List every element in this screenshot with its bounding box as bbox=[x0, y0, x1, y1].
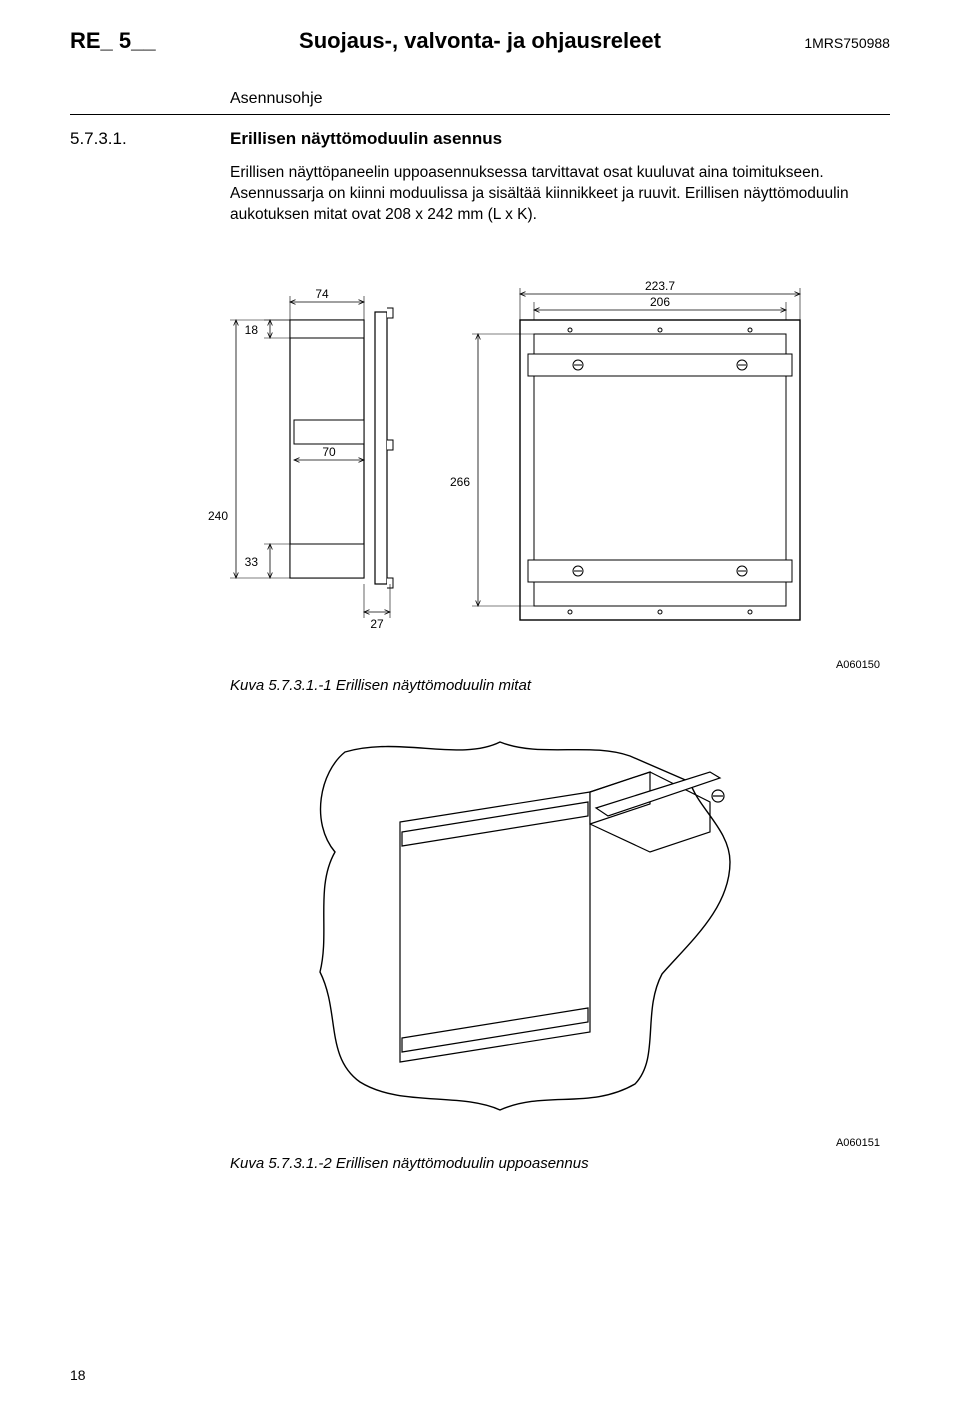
dim-2237: 223.7 bbox=[645, 279, 675, 293]
figure-2-caption: Kuva 5.7.3.1.-2 Erillisen näyttömoduulin… bbox=[230, 1155, 890, 1172]
section-body: Erillisen näyttöpaneelin uppoasennuksess… bbox=[230, 163, 870, 226]
dim-18: 18 bbox=[245, 323, 259, 337]
dim-206: 206 bbox=[650, 295, 670, 309]
section-number: 5.7.3.1. bbox=[70, 129, 230, 149]
figure-2-code: A060151 bbox=[70, 1137, 880, 1149]
section-title: Erillisen näyttömoduulin asennus bbox=[230, 129, 502, 149]
figure-1-code: A060150 bbox=[70, 659, 880, 671]
dim-27: 27 bbox=[370, 617, 384, 631]
header-rule bbox=[70, 114, 890, 115]
section-heading-row: 5.7.3.1. Erillisen näyttömoduulin asennu… bbox=[70, 129, 890, 149]
doc-title: Suojaus-, valvonta- ja ohjausreleet bbox=[299, 28, 661, 54]
dim-74: 74 bbox=[315, 287, 329, 301]
page-header: RE_ 5__ Suojaus-, valvonta- ja ohjausrel… bbox=[70, 28, 890, 54]
doc-code: RE_ 5__ bbox=[70, 28, 156, 54]
figure-1: 74 18 70 240 33 27 bbox=[170, 254, 890, 659]
dim-70: 70 bbox=[322, 445, 336, 459]
figure-2 bbox=[290, 712, 890, 1137]
doc-subheading: Asennusohje bbox=[230, 90, 890, 108]
dim-240: 240 bbox=[208, 509, 228, 523]
dim-33: 33 bbox=[245, 555, 259, 569]
figure-1-caption: Kuva 5.7.3.1.-1 Erillisen näyttömoduulin… bbox=[230, 677, 890, 694]
doc-ref: 1MRS750988 bbox=[804, 35, 890, 51]
dim-266: 266 bbox=[450, 475, 470, 489]
page-number: 18 bbox=[70, 1367, 86, 1383]
